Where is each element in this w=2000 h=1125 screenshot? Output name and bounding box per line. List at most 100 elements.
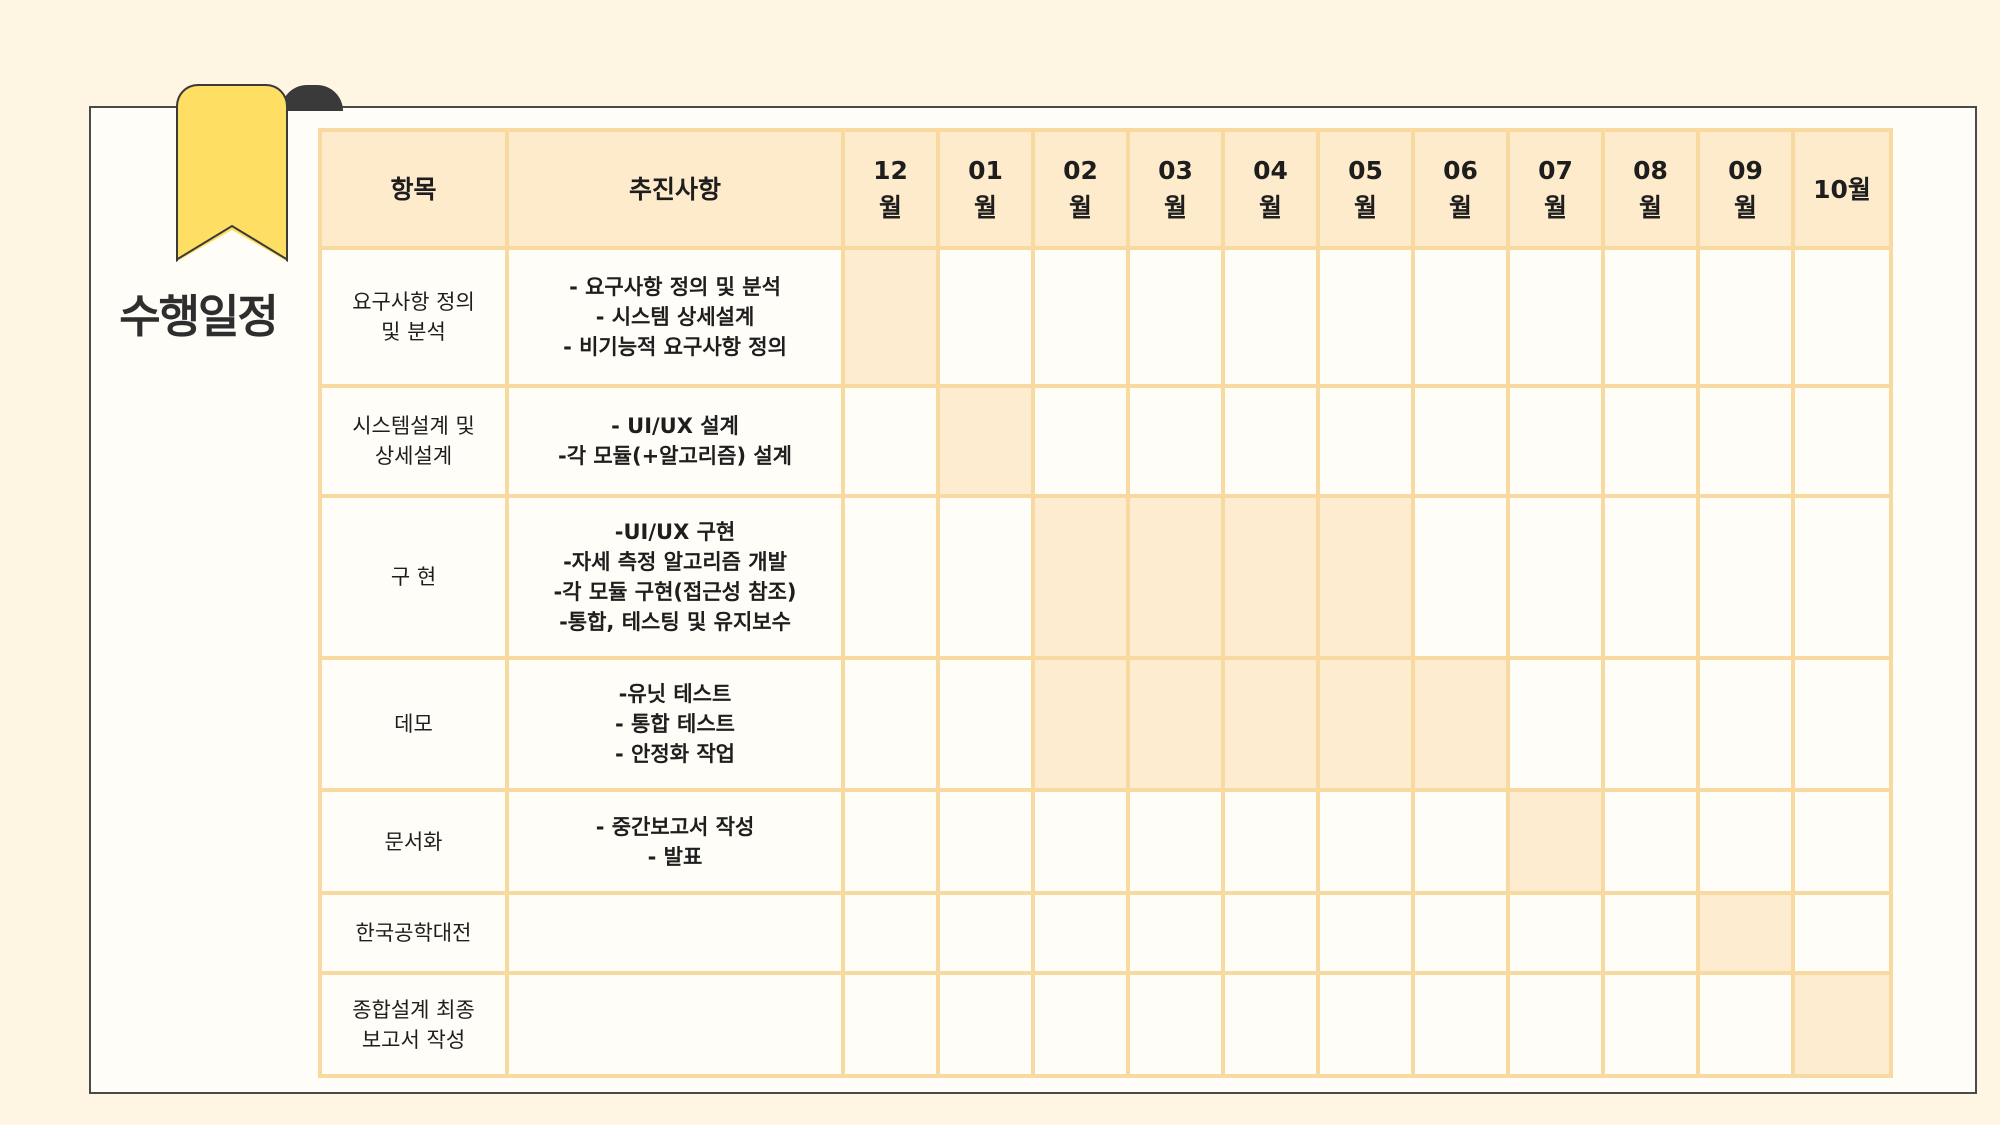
month-cell [936, 494, 1035, 660]
header-month-text: 02 [1063, 156, 1098, 185]
header-item: 항목 [318, 128, 509, 250]
row-detail-text: -UI/UX 구현 [614, 520, 736, 544]
header-month-text: 01 [968, 156, 1003, 185]
month-cell [1791, 891, 1893, 975]
row-detail-text: - UI/UX 설계 [611, 414, 739, 438]
month-cell-active [1031, 494, 1130, 660]
header-month-text: 12 [873, 156, 908, 185]
header-month: 05 월 [1316, 128, 1415, 250]
header-month: 07 월 [1506, 128, 1605, 250]
month-cell-active [1506, 788, 1605, 895]
month-cell [1031, 384, 1130, 498]
header-month: 08 월 [1601, 128, 1700, 250]
header-month-text: 08 [1633, 156, 1668, 185]
month-cell [936, 971, 1035, 1078]
month-cell [841, 384, 940, 498]
row-detail-text: - 발표 [647, 844, 703, 869]
schedule-row: 문서화 - 중간보고서 작성 - 발표 [318, 788, 1893, 895]
month-cell [1316, 891, 1415, 975]
row-item-text: 한국공학대전 [355, 921, 472, 945]
month-cell [1126, 971, 1225, 1078]
row-item-text: 요구사항 정의 [352, 290, 475, 314]
month-cell [1791, 788, 1893, 895]
month-cell [936, 656, 1035, 792]
month-cell [936, 788, 1035, 895]
month-cell-active [1126, 494, 1225, 660]
month-cell [1696, 494, 1795, 660]
month-cell [1126, 384, 1225, 498]
schedule-row: 데모 -유닛 테스트 - 통합 테스트 - 안정화 작업 [318, 656, 1893, 792]
month-cell [1411, 788, 1510, 895]
row-detail-cell: - 요구사항 정의 및 분석 - 시스템 상세설계 - 비기능적 요구사항 정의 [505, 246, 845, 388]
month-cell [1506, 246, 1605, 388]
month-cell [1601, 246, 1700, 388]
row-detail-text: -각 모듈 구현(접근성 참조) [553, 580, 797, 604]
row-detail-text: -유닛 테스트 [618, 682, 732, 706]
month-cell-active [1316, 656, 1415, 792]
row-item-text: 문서화 [384, 829, 443, 854]
header-detail: 추진사항 [505, 128, 845, 250]
month-cell [1791, 494, 1893, 660]
month-cell [1031, 788, 1130, 895]
month-cell [1316, 788, 1415, 895]
month-cell [1126, 788, 1225, 895]
row-item-text: 상세설계 [374, 444, 453, 468]
month-cell [1411, 494, 1510, 660]
header-month: 04 월 [1221, 128, 1320, 250]
row-item-text: 보고서 작성 [361, 1027, 466, 1052]
month-cell [841, 656, 940, 792]
month-cell [841, 971, 940, 1078]
row-detail-text: -자세 측정 알고리즘 개발 [563, 550, 787, 574]
month-cell [1506, 971, 1605, 1078]
row-item-text: 및 분석 [381, 320, 446, 344]
header-month-text: 05 [1348, 156, 1383, 185]
month-cell [1221, 971, 1320, 1078]
month-cell [1601, 494, 1700, 660]
header-month-text: 10월 [1813, 174, 1871, 204]
month-cell [1316, 384, 1415, 498]
row-detail-cell: - 중간보고서 작성 - 발표 [505, 788, 845, 895]
row-item-text: 종합설계 최종 [352, 997, 475, 1022]
month-cell [1696, 971, 1795, 1078]
month-cell [1031, 891, 1130, 975]
row-item-cell: 데모 [318, 656, 509, 792]
month-cell-active [1791, 971, 1893, 1078]
month-cell [1696, 384, 1795, 498]
row-detail-text: -각 모듈(+알고리즘) 설계 [557, 444, 792, 468]
row-detail-cell: -유닛 테스트 - 통합 테스트 - 안정화 작업 [505, 656, 845, 792]
header-month-text: 월 [1068, 193, 1092, 222]
row-detail-text: - 통합 테스트 [615, 712, 735, 736]
ribbon-notch [176, 224, 288, 261]
header-month-text: 04 [1253, 156, 1288, 185]
row-detail-text: - 요구사항 정의 및 분석 [569, 275, 781, 299]
month-cell-active [1221, 494, 1320, 660]
month-cell [1506, 891, 1605, 975]
month-cell [1221, 246, 1320, 388]
month-cell [1411, 384, 1510, 498]
header-month-text: 월 [973, 193, 997, 222]
month-cell [1506, 384, 1605, 498]
month-cell [1316, 246, 1415, 388]
row-item-cell: 구 현 [318, 494, 509, 660]
header-month: 01 월 [936, 128, 1035, 250]
month-cell [936, 891, 1035, 975]
month-cell [1791, 384, 1893, 498]
month-cell [841, 788, 940, 895]
row-item-cell: 시스템설계 및 상세설계 [318, 384, 509, 498]
month-cell [841, 494, 940, 660]
month-cell [1696, 788, 1795, 895]
month-cell [1411, 971, 1510, 1078]
row-item-cell: 한국공학대전 [318, 891, 509, 975]
month-cell [1126, 246, 1225, 388]
row-item-text: 데모 [394, 712, 433, 736]
row-detail-text: - 시스템 상세설계 [595, 305, 755, 329]
row-detail-cell: -UI/UX 구현 -자세 측정 알고리즘 개발 -각 모듈 구현(접근성 참조) -… [505, 494, 845, 660]
header-month-text: 03 [1158, 156, 1193, 185]
schedule-row: 요구사항 정의 및 분석 - 요구사항 정의 및 분석 - 시스템 상세설계 - 비기능… [318, 246, 1893, 388]
month-cell [1411, 246, 1510, 388]
header-month-text: 월 [1638, 193, 1662, 222]
month-cell [1601, 971, 1700, 1078]
month-cell [1791, 656, 1893, 792]
